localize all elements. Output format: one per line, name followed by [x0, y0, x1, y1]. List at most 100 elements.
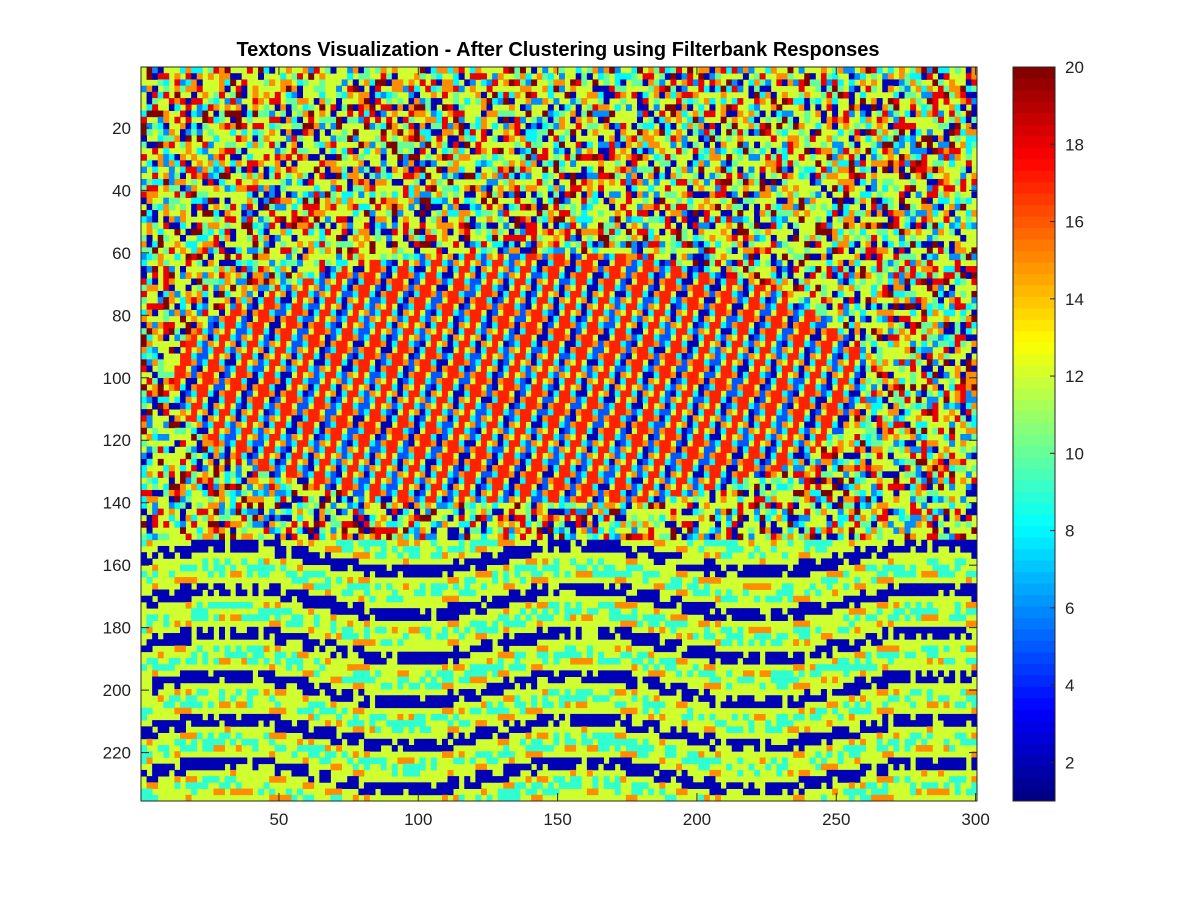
heatmap-cell	[837, 210, 844, 217]
heatmap-cell	[960, 197, 967, 205]
heatmap-cell	[804, 73, 811, 80]
heatmap-cell	[787, 290, 794, 298]
heatmap-cell	[832, 172, 839, 180]
heatmap-cell	[564, 284, 571, 292]
heatmap-cell	[659, 266, 666, 273]
heatmap-cell	[525, 353, 532, 360]
heatmap-cell	[559, 197, 565, 205]
heatmap-cell	[475, 353, 482, 360]
heatmap-cell	[352, 309, 359, 317]
heatmap-cell	[954, 266, 961, 273]
heatmap-cell	[653, 91, 660, 99]
heatmap-cell	[174, 116, 181, 124]
heatmap-cell	[252, 110, 259, 118]
heatmap-cell	[469, 203, 476, 211]
heatmap-cell	[453, 135, 460, 143]
heatmap-cell	[603, 122, 610, 130]
heatmap-cell	[141, 284, 147, 292]
heatmap-cell	[676, 172, 683, 180]
heatmap-cell	[419, 315, 426, 323]
heatmap-cell	[336, 172, 343, 180]
heatmap-cell	[748, 91, 755, 99]
heatmap-cell	[971, 309, 978, 317]
heatmap-cell	[475, 266, 482, 273]
heatmap-cell	[224, 359, 231, 366]
heatmap-cell	[235, 322, 242, 329]
heatmap-cell	[168, 166, 175, 174]
heatmap-cell	[620, 135, 627, 143]
heatmap-cell	[776, 154, 783, 161]
heatmap-cell	[430, 272, 437, 279]
heatmap-cell	[525, 160, 532, 167]
heatmap-cell	[252, 185, 259, 192]
heatmap-cell	[274, 160, 281, 167]
heatmap-cell	[737, 129, 744, 136]
heatmap-cell	[965, 110, 972, 118]
heatmap-cell	[843, 334, 850, 342]
heatmap-cell	[536, 160, 543, 167]
heatmap-cell	[854, 172, 861, 180]
heatmap-cell	[458, 210, 465, 217]
heatmap-cell	[213, 154, 220, 161]
heatmap-cell	[837, 197, 844, 205]
heatmap-cell	[408, 278, 415, 286]
heatmap-cell	[436, 247, 443, 255]
heatmap-cell	[297, 79, 304, 87]
heatmap-cell	[352, 203, 359, 211]
heatmap-cell	[196, 98, 203, 105]
heatmap-cell	[375, 359, 382, 366]
heatmap-cell	[598, 253, 604, 261]
heatmap-cell	[252, 322, 259, 329]
heatmap-cell	[547, 328, 554, 335]
heatmap-cell	[564, 259, 571, 267]
heatmap-cell	[313, 122, 320, 130]
heatmap-cell	[609, 91, 616, 99]
heatmap-cell	[492, 297, 499, 304]
heatmap-cell	[430, 197, 437, 205]
heatmap-cell	[180, 154, 186, 161]
heatmap-cell	[347, 197, 354, 205]
heatmap-cell	[893, 129, 900, 136]
heatmap-cell	[174, 154, 181, 161]
heatmap-cell	[586, 259, 593, 267]
heatmap-cell	[598, 67, 604, 74]
heatmap-cell	[832, 228, 839, 236]
heatmap-cell	[837, 129, 844, 136]
heatmap-cell	[269, 110, 276, 118]
heatmap-cell	[676, 197, 683, 205]
heatmap-cell	[715, 334, 722, 342]
heatmap-cell	[659, 147, 666, 155]
heatmap-cell	[737, 67, 744, 74]
heatmap-cell	[754, 98, 761, 105]
heatmap-cell	[882, 210, 889, 217]
heatmap-cell	[553, 79, 560, 87]
heatmap-cell	[235, 259, 242, 267]
heatmap-cell	[213, 303, 220, 310]
heatmap-cell	[653, 166, 660, 174]
heatmap-cell	[441, 247, 448, 255]
heatmap-cell	[486, 272, 493, 279]
heatmap-cell	[458, 340, 465, 348]
heatmap-cell	[503, 166, 510, 174]
heatmap-cell	[826, 116, 833, 124]
heatmap-cell	[949, 322, 956, 329]
heatmap-cell	[598, 297, 604, 304]
heatmap-cell	[369, 278, 376, 286]
heatmap-cell	[620, 79, 627, 87]
heatmap-cell	[430, 85, 437, 93]
heatmap-cell	[168, 98, 175, 105]
heatmap-cell	[369, 241, 376, 248]
heatmap-cell	[854, 85, 861, 93]
heatmap-cell	[163, 309, 170, 317]
heatmap-cell	[793, 116, 800, 124]
heatmap-cell	[798, 197, 805, 205]
heatmap-cell	[586, 178, 593, 186]
heatmap-cell	[631, 284, 638, 292]
heatmap-cell	[971, 334, 978, 342]
heatmap-cell	[637, 122, 643, 130]
heatmap-cell	[341, 284, 348, 292]
heatmap-cell	[876, 129, 883, 136]
heatmap-cell	[687, 266, 694, 273]
heatmap-cell	[692, 234, 699, 242]
heatmap-cell	[832, 67, 839, 74]
